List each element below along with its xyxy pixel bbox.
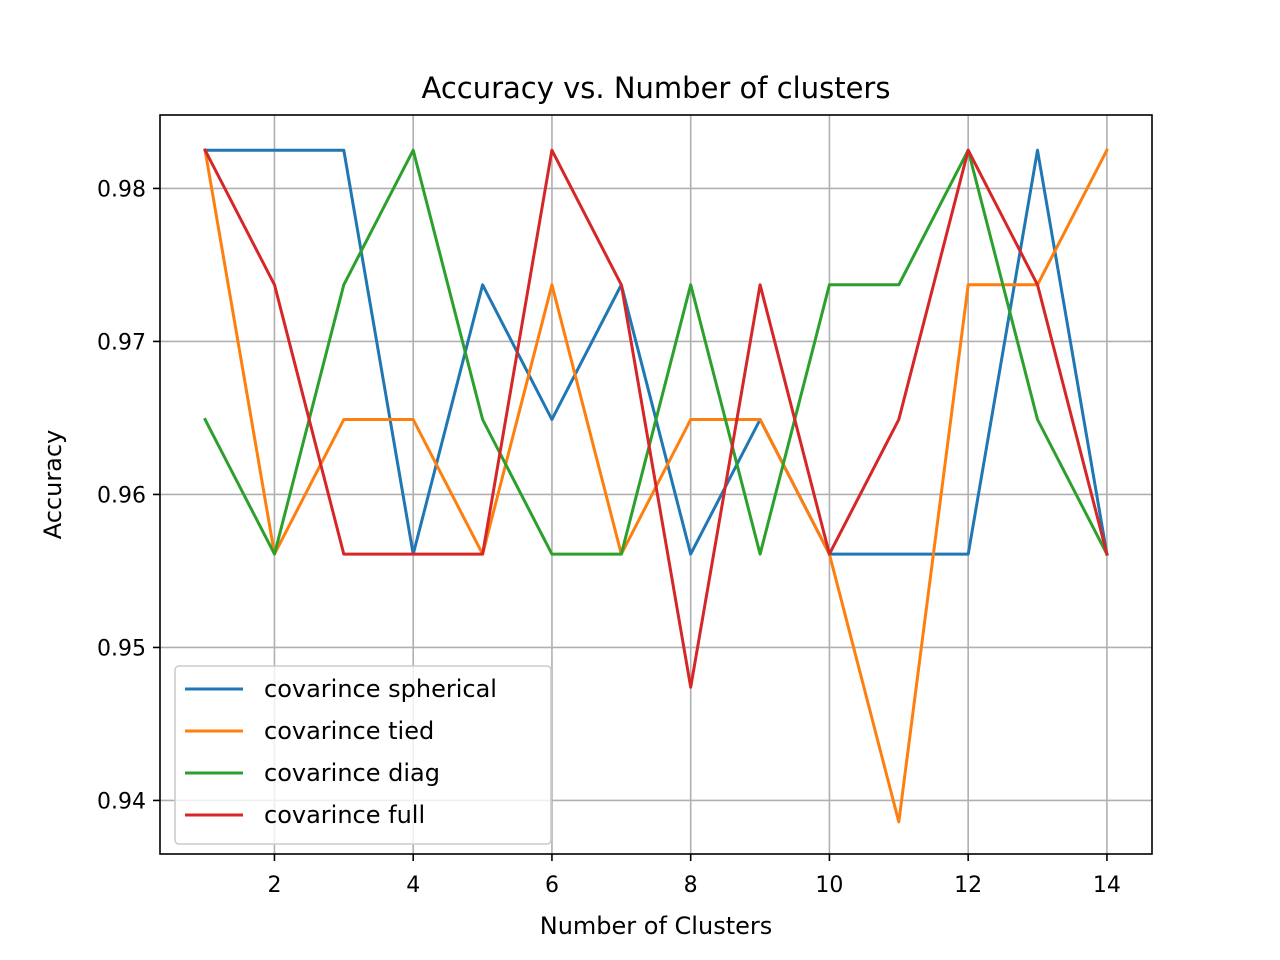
legend-entry: covarince tied [264, 717, 434, 745]
x-tick-label: 4 [406, 873, 420, 898]
legend-entry: covarince spherical [264, 675, 497, 703]
legend-entry: covarince diag [264, 759, 440, 787]
legend-box [174, 665, 552, 845]
x-tick-label: 8 [684, 873, 698, 898]
y-tick-label: 0.94 [97, 789, 146, 814]
plot-area-frame [159, 114, 1153, 855]
x-tick-label: 12 [954, 873, 982, 898]
axis-ticks: 2 4 6 8 10 12 14 0.94 0.95 0.96 0.97 0.98 [97, 177, 1121, 898]
series-line [203, 148, 1109, 689]
y-axis-label: Accuracy [39, 430, 67, 540]
y-tick-label: 0.95 [97, 636, 146, 661]
series-line [203, 148, 1109, 557]
x-axis-label: Number of Clusters [540, 912, 773, 940]
chart-title: Accuracy vs. Number of clusters [422, 71, 891, 105]
grid [160, 115, 1152, 854]
x-tick-label: 6 [545, 873, 559, 898]
y-tick-label: 0.96 [97, 483, 146, 508]
x-tick-label: 14 [1093, 873, 1121, 898]
x-tick-label: 2 [267, 873, 281, 898]
series-lines [203, 148, 1109, 824]
y-tick-label: 0.98 [97, 177, 146, 202]
y-tick-label: 0.97 [97, 330, 146, 355]
legend: covarince spherical covarince tied covarin… [174, 665, 552, 845]
x-tick-label: 10 [815, 873, 843, 898]
legend-entry: covarince full [264, 801, 425, 829]
